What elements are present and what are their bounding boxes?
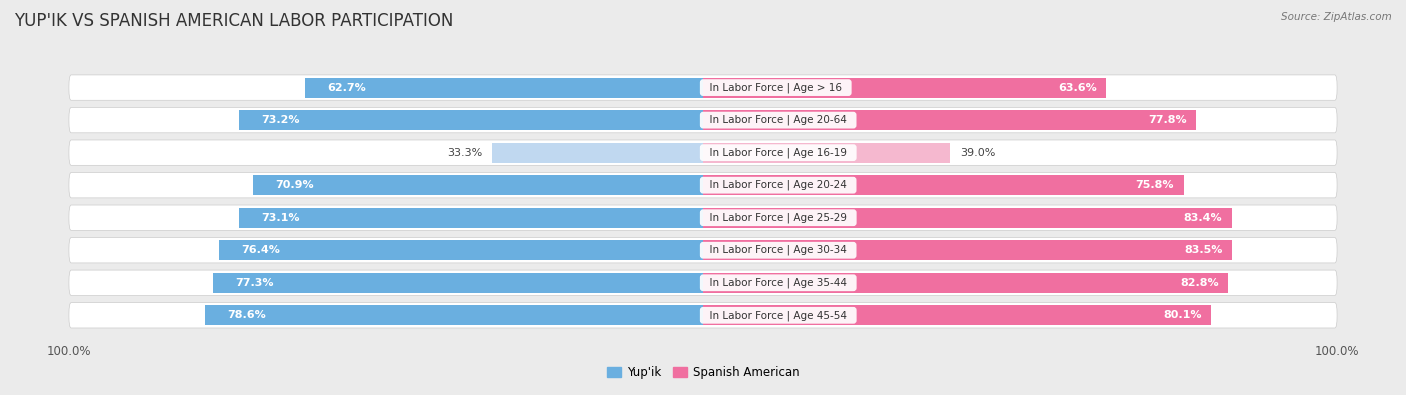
Legend: Yup'ik, Spanish American: Yup'ik, Spanish American [602,361,804,384]
Bar [239,208,703,228]
Bar [218,240,703,260]
Bar [703,175,1184,195]
Text: 75.8%: 75.8% [1136,180,1174,190]
Text: In Labor Force | Age 30-34: In Labor Force | Age 30-34 [703,245,853,256]
Text: In Labor Force | Age 20-64: In Labor Force | Age 20-64 [703,115,853,125]
Text: 63.6%: 63.6% [1057,83,1097,92]
Bar [703,143,950,163]
Text: 70.9%: 70.9% [276,180,315,190]
FancyBboxPatch shape [69,205,1337,230]
Text: In Labor Force | Age > 16: In Labor Force | Age > 16 [703,82,848,93]
Text: 73.1%: 73.1% [262,213,301,223]
Bar [703,77,1107,98]
Bar [205,305,703,325]
Bar [703,273,1227,293]
Text: YUP'IK VS SPANISH AMERICAN LABOR PARTICIPATION: YUP'IK VS SPANISH AMERICAN LABOR PARTICI… [14,12,453,30]
Bar [253,175,703,195]
Text: 77.3%: 77.3% [235,278,274,288]
Bar [703,110,1197,130]
FancyBboxPatch shape [69,75,1337,100]
Bar [703,240,1233,260]
Text: Source: ZipAtlas.com: Source: ZipAtlas.com [1281,12,1392,22]
Text: 76.4%: 76.4% [240,245,280,255]
FancyBboxPatch shape [69,303,1337,328]
FancyBboxPatch shape [69,270,1337,295]
Text: 83.5%: 83.5% [1185,245,1223,255]
Text: 62.7%: 62.7% [328,83,367,92]
Text: 77.8%: 77.8% [1149,115,1187,125]
Bar [703,208,1232,228]
Text: In Labor Force | Age 45-54: In Labor Force | Age 45-54 [703,310,853,321]
Text: 80.1%: 80.1% [1163,310,1201,320]
Text: 73.2%: 73.2% [262,115,299,125]
Bar [212,273,703,293]
FancyBboxPatch shape [69,107,1337,133]
Bar [703,305,1211,325]
Text: 39.0%: 39.0% [960,148,995,158]
Bar [239,110,703,130]
Text: In Labor Force | Age 25-29: In Labor Force | Age 25-29 [703,213,853,223]
FancyBboxPatch shape [69,140,1337,166]
Text: 82.8%: 82.8% [1180,278,1219,288]
Bar [492,143,703,163]
Text: In Labor Force | Age 16-19: In Labor Force | Age 16-19 [703,147,853,158]
Text: 83.4%: 83.4% [1184,213,1222,223]
FancyBboxPatch shape [69,173,1337,198]
Text: In Labor Force | Age 35-44: In Labor Force | Age 35-44 [703,278,853,288]
Text: 33.3%: 33.3% [447,148,482,158]
Bar [305,77,703,98]
FancyBboxPatch shape [69,237,1337,263]
Text: In Labor Force | Age 20-24: In Labor Force | Age 20-24 [703,180,853,190]
Text: 78.6%: 78.6% [226,310,266,320]
